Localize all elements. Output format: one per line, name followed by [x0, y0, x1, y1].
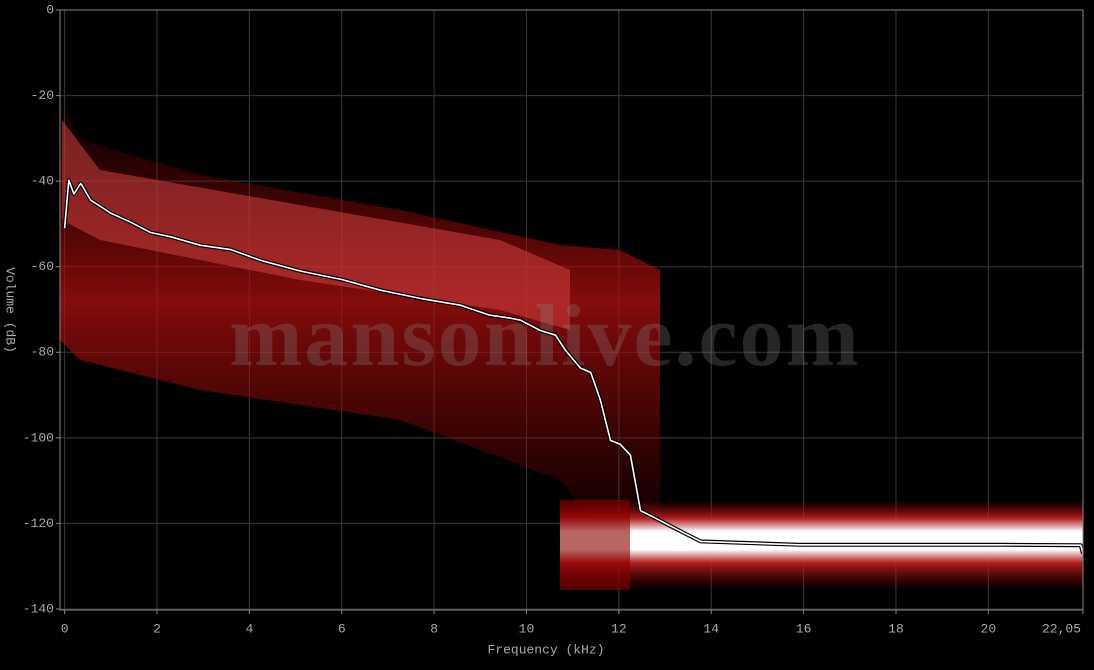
y-tick-label: -100	[23, 430, 54, 445]
data-layer	[62, 178, 1085, 554]
x-axis-title: Frequency (kHz)	[487, 642, 604, 657]
x-tick-label: 10	[519, 621, 535, 636]
x-tick-label: 0	[61, 621, 69, 636]
y-tick-label: 0	[46, 2, 54, 17]
y-tick-label: -20	[31, 88, 54, 103]
x-tick-label: 20	[981, 621, 997, 636]
watermark: mansonlive.com	[229, 288, 861, 385]
y-tick-label: -60	[31, 259, 54, 274]
x-tick-label: 2	[153, 621, 161, 636]
x-tick-label: 6	[338, 621, 346, 636]
x-tick-label: 8	[430, 621, 438, 636]
y-axis-title: Volume (dB)	[3, 267, 18, 353]
y-tick-label: -140	[23, 601, 54, 616]
spectrum-line	[63, 179, 1084, 554]
x-tick-label: 16	[796, 621, 812, 636]
plot-frame	[59, 9, 1084, 611]
y-tick-label: -120	[23, 516, 54, 531]
spectrum-core	[62, 120, 570, 330]
y-tick-label: -40	[31, 174, 54, 189]
noise-floor-left	[560, 500, 630, 590]
x-tick-label: 12	[611, 621, 627, 636]
x-tick-label: 14	[703, 621, 719, 636]
x-tick-label: 4	[245, 621, 253, 636]
x-tick-label: 18	[888, 621, 904, 636]
y-tick-label: -80	[31, 345, 54, 360]
x-tick-label: 22,05	[1042, 621, 1081, 636]
